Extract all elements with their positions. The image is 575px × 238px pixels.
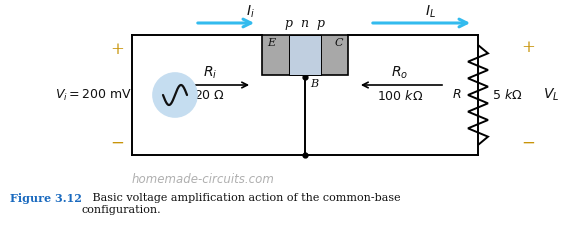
Text: Figure 3.12: Figure 3.12 [10, 193, 82, 204]
Text: $R_i$: $R_i$ [203, 64, 217, 81]
Text: $R$: $R$ [453, 89, 462, 101]
Text: +: + [521, 39, 535, 55]
Text: −: − [110, 134, 124, 152]
Text: Basic voltage amplification action of the common-base
configuration.: Basic voltage amplification action of th… [82, 193, 401, 215]
Text: E: E [267, 38, 275, 48]
Text: $V_L$: $V_L$ [543, 87, 559, 103]
Text: $20\ \Omega$: $20\ \Omega$ [194, 89, 225, 102]
Text: $5\ k\Omega$: $5\ k\Omega$ [492, 88, 522, 102]
Circle shape [153, 73, 197, 117]
Text: p  n  p: p n p [285, 17, 325, 30]
Text: C: C [335, 38, 343, 48]
Text: +: + [110, 41, 124, 59]
Text: $V_i = 200\ \mathrm{mV}$: $V_i = 200\ \mathrm{mV}$ [55, 87, 132, 103]
Text: −: − [521, 134, 535, 152]
Bar [262, 35, 348, 75]
Text: $I_L$: $I_L$ [424, 4, 435, 20]
Text: $I_i$: $I_i$ [246, 4, 255, 20]
Bar [289, 35, 321, 75]
Text: homemade-circuits.com: homemade-circuits.com [132, 173, 275, 186]
Text: $R_o$: $R_o$ [392, 64, 409, 81]
Text: B: B [310, 79, 318, 89]
Text: $100\ k\Omega$: $100\ k\Omega$ [377, 89, 423, 103]
